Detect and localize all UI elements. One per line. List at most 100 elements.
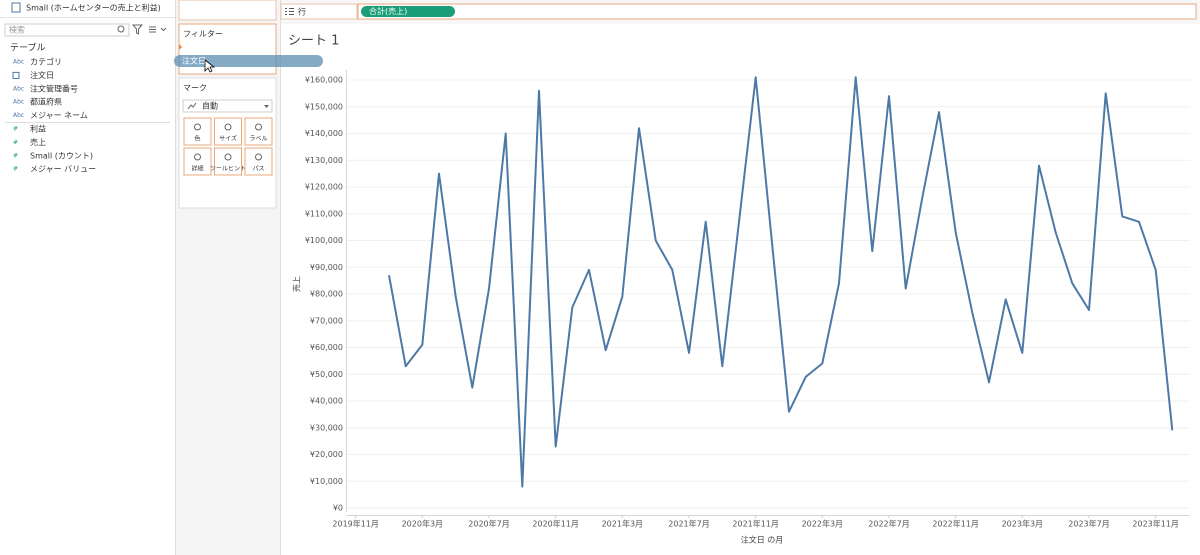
drop-indicator xyxy=(179,44,182,50)
sales-line xyxy=(388,76,1174,488)
mark-button[interactable] xyxy=(244,117,273,146)
rows-icon xyxy=(285,8,294,15)
x-tick-label: 2020年11月 xyxy=(532,519,579,529)
y-tick-label: ¥40,000 xyxy=(310,397,343,406)
datasource-name[interactable]: Small (ホームセンターの売上と利益) xyxy=(26,3,161,13)
rows-pill[interactable] xyxy=(361,6,455,17)
field-type-icon: # xyxy=(13,152,18,159)
field-name[interactable]: メジャー ネーム xyxy=(30,111,88,120)
view-icon[interactable] xyxy=(149,26,167,33)
mark-button-icon xyxy=(224,153,232,161)
y-tick-label: ¥50,000 xyxy=(310,370,343,379)
marks-heading: マーク xyxy=(183,84,207,93)
rows-shelf[interactable] xyxy=(357,3,1197,20)
search-box[interactable] xyxy=(4,23,130,37)
search-icon xyxy=(117,25,125,33)
field-type-icon: Abc xyxy=(13,85,24,92)
mark-type: 自動 xyxy=(202,101,218,111)
y-tick-label: ¥130,000 xyxy=(305,156,343,165)
y-axis-title: 売上 xyxy=(292,276,302,292)
datasource-icon xyxy=(11,2,21,13)
x-tick-label: 2021年11月 xyxy=(732,519,779,529)
grid: ¥0 ¥10,000 ¥20,000 ¥30,000 ¥40,000 ¥50,000 ¥60… xyxy=(305,76,1190,529)
mark-button[interactable] xyxy=(214,117,242,146)
tables-heading: テーブル xyxy=(10,42,45,54)
field-type-icon: Abc xyxy=(13,59,24,66)
field-type-icon: Abc xyxy=(13,112,24,119)
date-icon xyxy=(12,71,20,79)
search-placeholder: 検索 xyxy=(9,25,25,35)
field-name[interactable]: 都道府県 xyxy=(30,97,62,107)
dragged-pill[interactable] xyxy=(174,55,323,67)
mark-button-label: ラベル xyxy=(249,136,267,143)
mark-button[interactable] xyxy=(183,117,212,146)
y-tick-label: ¥80,000 xyxy=(310,290,343,299)
mark-type-dropdown[interactable] xyxy=(182,99,273,113)
dragged-pill-label: 注文日 xyxy=(182,56,206,66)
x-tick-label: 2022年3月 xyxy=(802,519,843,529)
x-tick-label: 2020年7月 xyxy=(468,519,509,529)
mark-button[interactable] xyxy=(183,147,212,176)
pages-card xyxy=(178,0,277,21)
y-tick-label: ¥60,000 xyxy=(310,343,343,352)
field-name[interactable]: 利益 xyxy=(30,124,46,134)
x-tick-label: 2021年7月 xyxy=(668,519,709,529)
y-tick-label: ¥20,000 xyxy=(310,450,343,459)
y-tick-label: ¥140,000 xyxy=(305,129,343,138)
mark-button-label: ツールヒント xyxy=(210,166,246,173)
field-type-icon: # xyxy=(13,166,18,173)
y-tick-label: ¥90,000 xyxy=(310,263,343,272)
field-type-icon: # xyxy=(13,126,18,133)
x-tick-label: 2022年7月 xyxy=(868,519,909,529)
mark-button-icon xyxy=(194,153,201,161)
plot xyxy=(388,76,1174,488)
mark-button-icon xyxy=(194,123,201,131)
rows-label: 行 xyxy=(298,7,306,17)
field-name[interactable]: Small (カウント) xyxy=(30,151,93,160)
x-tick-label: 2023年7月 xyxy=(1068,519,1109,529)
data-pane xyxy=(0,0,175,555)
mark-button[interactable] xyxy=(214,147,242,176)
field-name[interactable]: メジャー バリュー xyxy=(30,165,96,174)
mark-button-label: 詳細 xyxy=(191,165,203,173)
field-name[interactable]: カテゴリ xyxy=(30,57,62,67)
mark-button-icon xyxy=(224,123,232,131)
field-type-icon: # xyxy=(13,139,18,146)
y-tick-label: ¥30,000 xyxy=(310,423,343,432)
field-type-icon: Abc xyxy=(13,99,24,106)
filter-icon[interactable] xyxy=(131,24,144,35)
x-axis-title: 注文日 の月 xyxy=(741,535,784,545)
mark-button-label: サイズ xyxy=(219,135,237,143)
y-tick-label: ¥100,000 xyxy=(305,236,343,245)
sheet-title: シート 1 xyxy=(288,34,339,49)
dropdown-arrow xyxy=(264,105,269,108)
x-tick-label: 2023年11月 xyxy=(1132,519,1179,529)
rows-shelf-label-box xyxy=(280,3,358,20)
rows-pill-label: 合計(売上) xyxy=(369,6,407,16)
mark-button-icon xyxy=(255,123,262,131)
line-mark-icon xyxy=(187,102,197,110)
field-name[interactable]: 売上 xyxy=(30,137,46,147)
y-tick-label: ¥70,000 xyxy=(310,316,343,325)
mark-button-label: パス xyxy=(252,166,264,173)
y-tick-label: ¥120,000 xyxy=(305,183,343,192)
filters-heading: フィルター xyxy=(183,30,223,39)
x-tick-label: 2020年3月 xyxy=(402,519,443,529)
field-name[interactable]: 注文管理番号 xyxy=(30,83,78,93)
y-tick-label: ¥160,000 xyxy=(305,76,343,85)
mark-button[interactable] xyxy=(244,147,273,176)
field-name[interactable]: 注文日 xyxy=(30,70,54,80)
y-tick-label: ¥0 xyxy=(333,504,343,513)
cursor xyxy=(204,59,216,73)
x-tick-label: 2022年11月 xyxy=(932,519,979,529)
x-tick-label: 2021年3月 xyxy=(602,519,643,529)
y-tick-label: ¥110,000 xyxy=(305,209,343,218)
mark-button-label: 色 xyxy=(194,135,200,143)
x-tick-label: 2023年3月 xyxy=(1002,519,1043,529)
x-tick-label: 2019年11月 xyxy=(332,519,379,529)
y-tick-label: ¥150,000 xyxy=(305,102,343,111)
